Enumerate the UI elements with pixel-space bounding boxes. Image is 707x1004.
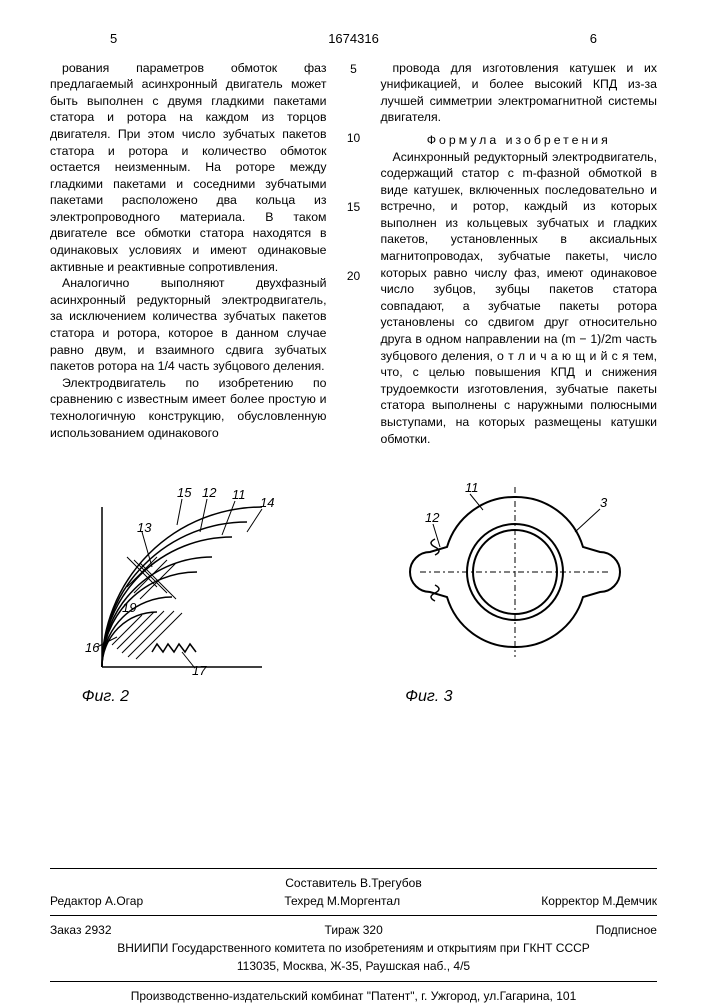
rule2 [50,915,657,916]
footer-tech: Техред М.Моргентал [284,893,400,909]
page-num-left: 5 [110,30,117,48]
line-numbers: 5 10 15 20 [345,60,363,448]
rule1 [50,868,657,869]
footer-editor: Редактор А.Огар [50,893,143,909]
fig3-svg: 11 12 3 [405,477,625,677]
ln-20: 20 [345,268,363,284]
fig2-c11: 11 [232,487,246,502]
footer-address: 113035, Москва, Ж-35, Раушская наб., 4/5 [50,958,657,974]
figure-3: 11 12 3 Фиг. 3 [405,477,625,707]
fig3-label: Фиг. 3 [405,686,625,708]
page-num-right: 6 [590,30,597,48]
fig2-c15: 15 [177,485,192,500]
fig2-c19: 19 [122,600,136,615]
footer-composer: Составитель В.Трегубов [50,875,657,891]
ln-10: 10 [345,130,363,146]
fig2-svg: 15 12 11 14 13 19 16 17 [82,477,302,677]
figures-row: 15 12 11 14 13 19 16 17 [50,477,657,707]
right-p1: провода для изготовления катушек и их ун… [381,60,658,126]
footer-tirage: Тираж 320 [325,922,383,938]
text-columns: рования параметров обмоток фаз предлагае… [50,60,657,448]
fig2-c17: 17 [192,663,207,677]
right-column: провода для изготовления катушек и их ун… [381,60,658,448]
footer-prod: Производственно-издательский комбинат "П… [50,988,657,1004]
page-header: 5 1674316 6 [50,30,657,48]
left-p3: Электродвигатель по изобретению по сравн… [50,375,327,441]
fig2-label: Фиг. 2 [82,686,302,708]
fig3-c11: 11 [465,480,479,495]
footer-corrector: Корректор М.Демчик [541,893,657,909]
fig3-c12: 12 [425,510,440,525]
fig2-c14: 14 [260,495,274,510]
left-p1: рования параметров обмоток фаз предлагае… [50,60,327,276]
fig2-c12: 12 [202,485,217,500]
fig2-c16: 16 [85,640,100,655]
figure-2: 15 12 11 14 13 19 16 17 [82,477,302,707]
footer-subscr: Подписное [596,922,657,938]
formula-title: Формула изобретения [381,132,658,149]
footer-order: Заказ 2932 [50,922,112,938]
right-p2: Асинхронный редукторный электродвигатель… [381,149,658,448]
footer-vniipi: ВНИИПИ Государственного комитета по изоб… [50,940,657,956]
ln-5: 5 [345,61,363,77]
patent-number: 1674316 [328,30,379,48]
rule3 [50,981,657,982]
ln-15: 15 [345,199,363,215]
left-column: рования параметров обмоток фаз предлагае… [50,60,327,448]
footer: Составитель В.Трегубов Редактор А.Огар Т… [50,868,657,1004]
fig2-c13: 13 [137,520,152,535]
fig3-c3: 3 [600,495,608,510]
left-p2: Аналогично выполняют двухфазный асинхрон… [50,275,327,375]
